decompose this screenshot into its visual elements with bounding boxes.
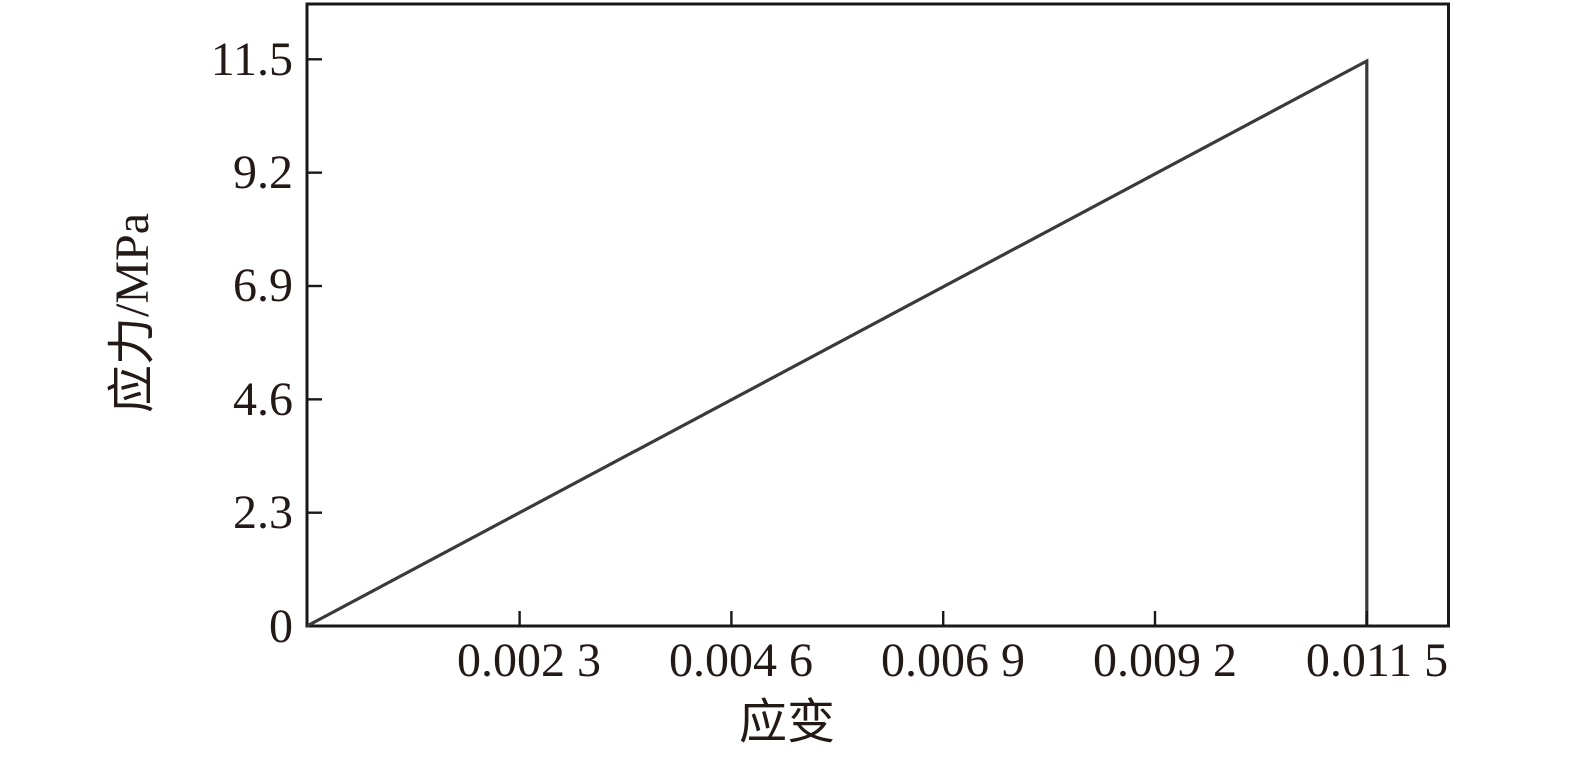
svg-text:6.9: 6.9 (233, 259, 293, 312)
svg-text:0.011 5: 0.011 5 (1306, 634, 1448, 687)
svg-text:0.006 9: 0.006 9 (881, 634, 1025, 687)
svg-text:4.6: 4.6 (233, 373, 293, 426)
svg-text:0.002 3: 0.002 3 (457, 634, 601, 687)
svg-text:0.004 6: 0.004 6 (669, 634, 813, 687)
svg-text:9.2: 9.2 (233, 146, 293, 199)
svg-text:2.3: 2.3 (233, 486, 293, 539)
svg-text:0.009 2: 0.009 2 (1093, 634, 1237, 687)
svg-text:11.5: 11.5 (211, 33, 293, 86)
svg-text:应变: 应变 (739, 696, 835, 749)
svg-text:0: 0 (269, 600, 293, 653)
svg-text:应力/MPa: 应力/MPa (106, 213, 159, 413)
